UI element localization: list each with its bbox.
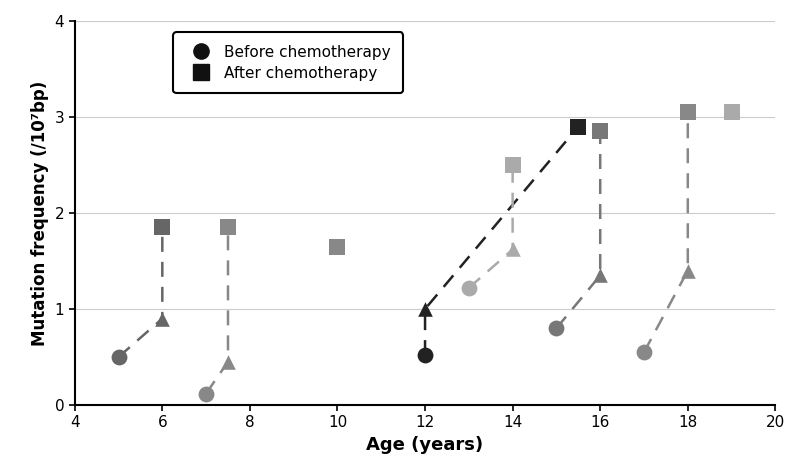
Point — [682, 108, 694, 116]
Point — [222, 224, 234, 231]
Point — [550, 325, 563, 332]
Point — [594, 272, 606, 279]
Legend: Before chemotherapy, After chemotherapy: Before chemotherapy, After chemotherapy — [174, 32, 402, 93]
Point — [156, 224, 169, 231]
Point — [222, 358, 234, 365]
Point — [112, 353, 125, 361]
Y-axis label: Mutation frequency (/10⁷bp): Mutation frequency (/10⁷bp) — [31, 80, 49, 346]
Point — [506, 161, 519, 169]
Point — [725, 108, 738, 116]
Point — [682, 267, 694, 274]
Point — [594, 128, 606, 135]
Point — [418, 305, 431, 313]
Point — [156, 315, 169, 322]
X-axis label: Age (years): Age (years) — [366, 436, 484, 454]
Point — [418, 351, 431, 359]
Point — [200, 390, 213, 397]
Point — [638, 348, 650, 356]
Point — [506, 246, 519, 253]
Point — [462, 284, 475, 292]
Point — [331, 243, 344, 250]
Point — [572, 123, 585, 130]
